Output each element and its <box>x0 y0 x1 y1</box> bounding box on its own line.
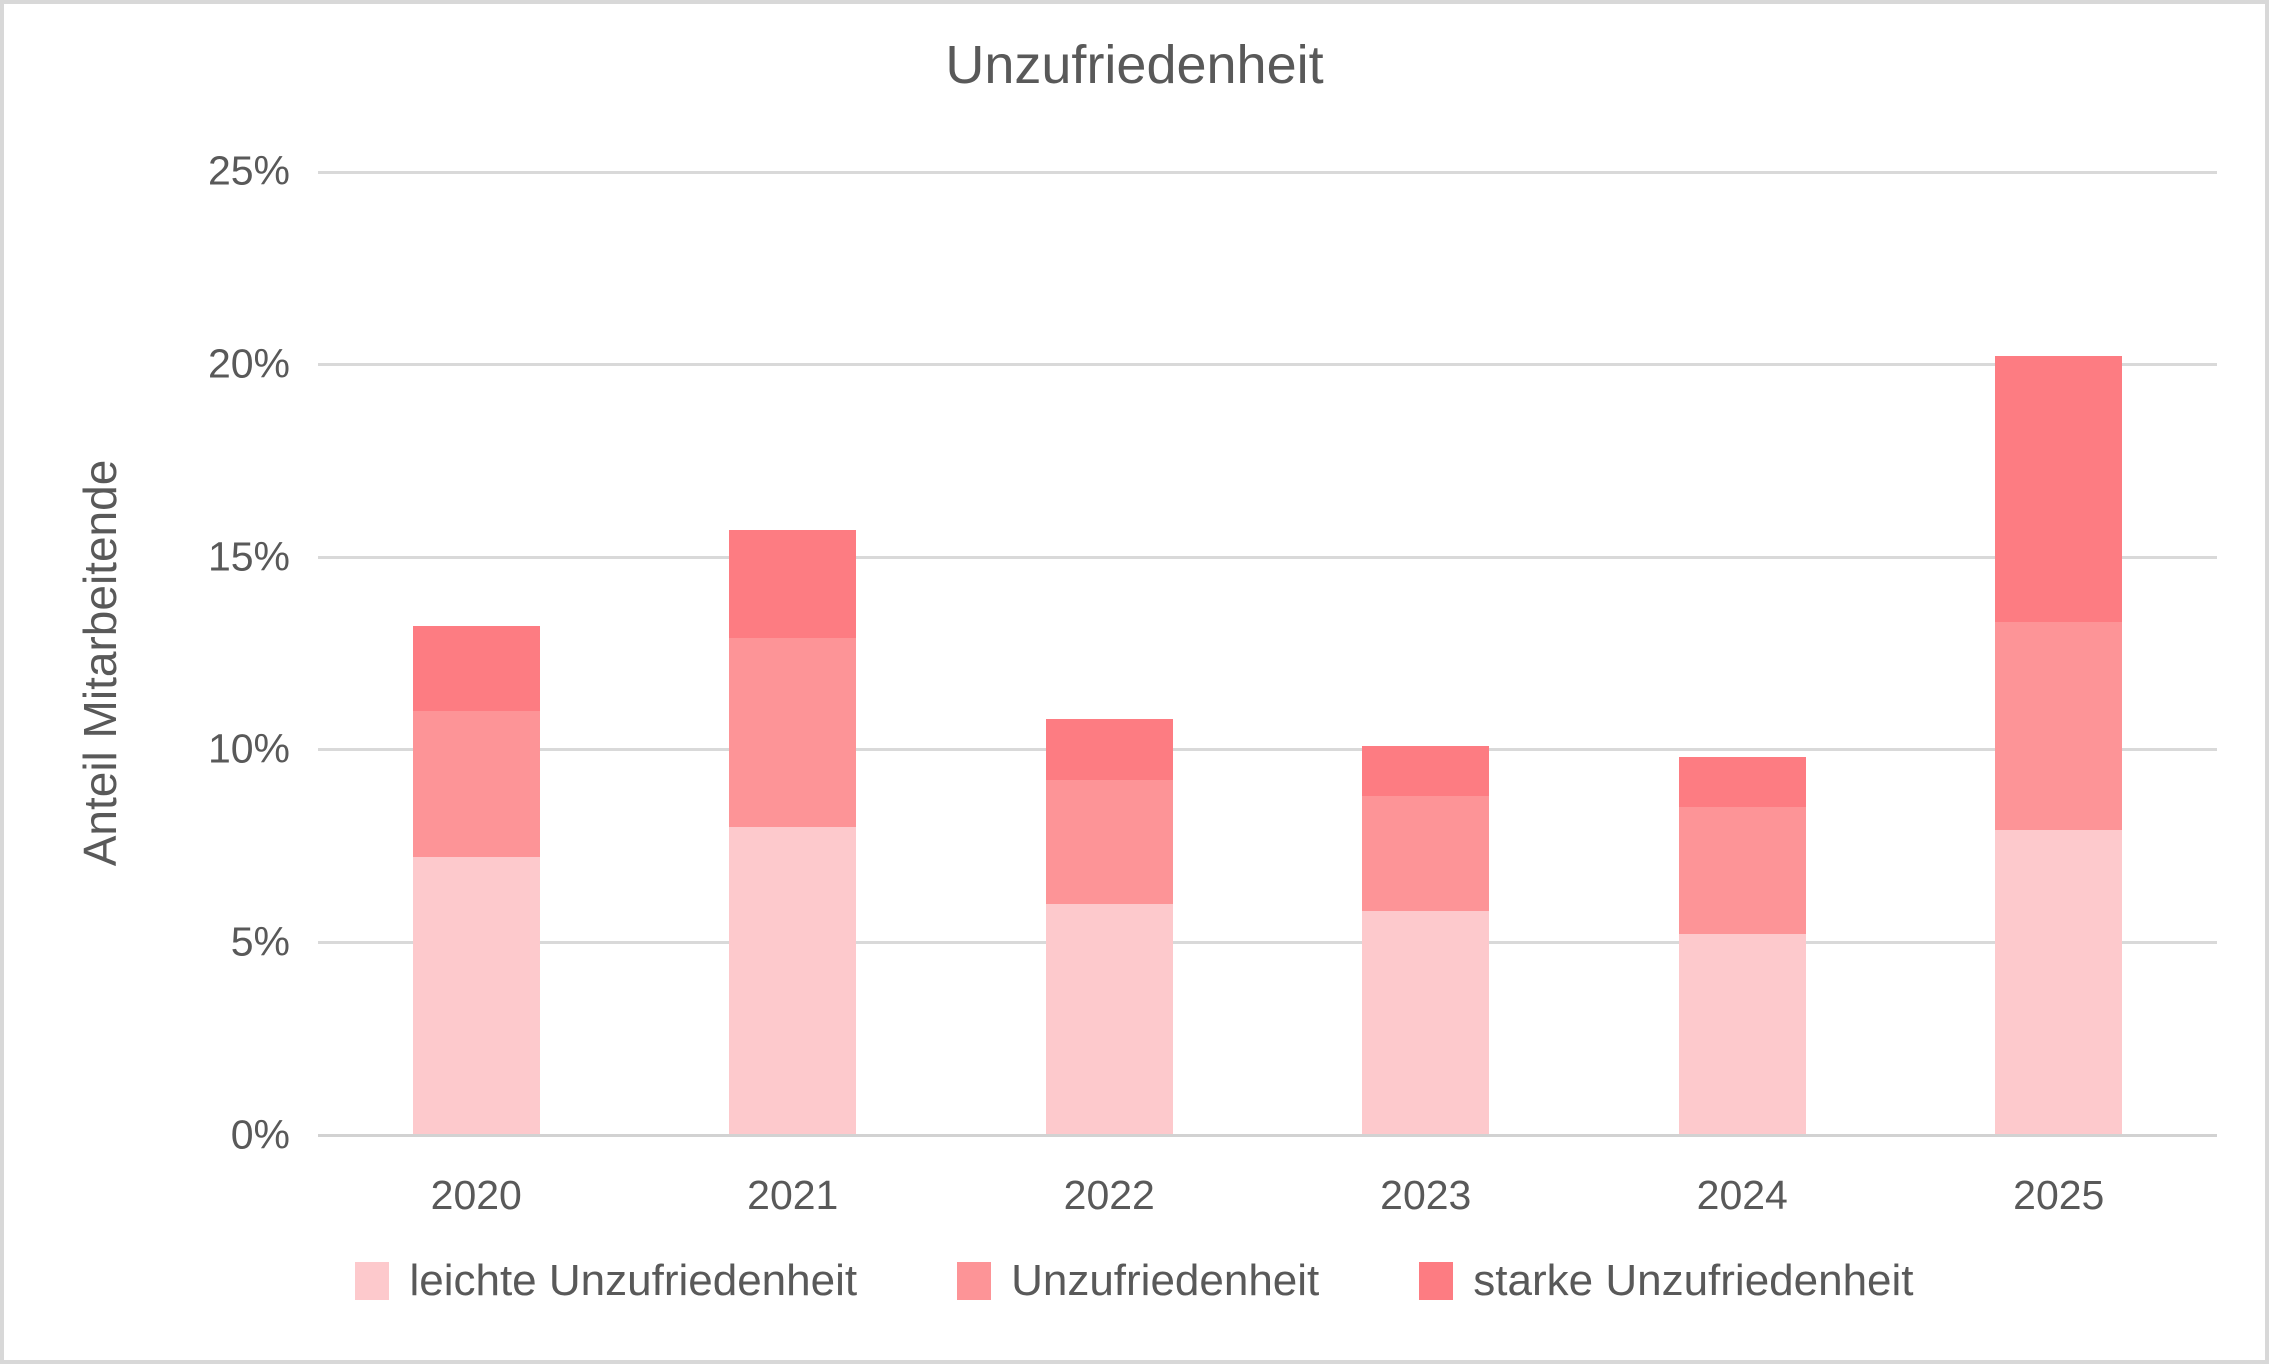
bar-segment <box>1045 903 1173 1135</box>
legend-label: starke Unzufriedenheit <box>1473 1256 1914 1305</box>
y-tick-label: 5% <box>230 918 290 965</box>
bar-segment <box>729 529 857 638</box>
bar-segment <box>412 626 540 711</box>
y-tick-label: 25% <box>207 147 290 194</box>
y-tick-label: 0% <box>230 1111 290 1158</box>
legend-item: leichte Unzufriedenheit <box>355 1256 857 1306</box>
bar-2021 <box>729 529 857 1135</box>
bar-segment <box>1362 745 1490 796</box>
x-tick-label: 2023 <box>1380 1172 1472 1218</box>
x-tick-label: 2022 <box>1063 1172 1155 1218</box>
x-tick-label: 2024 <box>1696 1172 1788 1218</box>
bar-segment <box>412 710 540 858</box>
chart-title: Unzufriedenheit <box>945 35 1324 95</box>
y-tick-label: 10% <box>207 725 290 772</box>
gridline <box>318 171 2217 174</box>
legend-item: starke Unzufriedenheit <box>1419 1256 1914 1306</box>
bar-segment <box>1362 795 1490 912</box>
plot-area <box>318 171 2217 1137</box>
bar-segment <box>1995 356 2123 623</box>
gridline <box>318 362 2217 366</box>
bar-segment <box>729 826 857 1135</box>
bar-segment <box>1362 911 1490 1135</box>
legend-item: Unzufriedenheit <box>957 1256 1319 1306</box>
bar-segment <box>1678 757 1806 808</box>
gridline <box>318 555 2217 559</box>
bar-segment <box>1995 622 2123 831</box>
x-tick-label: 2025 <box>2013 1172 2105 1218</box>
legend-label: leichte Unzufriedenheit <box>409 1256 858 1305</box>
bar-2024 <box>1678 757 1806 1135</box>
gridline <box>318 941 2217 945</box>
legend-swatch-icon <box>355 1262 390 1300</box>
x-axis-line <box>318 1134 2217 1137</box>
x-tick-label: 2021 <box>747 1172 839 1218</box>
bar-2025 <box>1995 356 2123 1135</box>
gridline <box>318 748 2217 752</box>
bar-2022 <box>1045 718 1173 1135</box>
bar-segment <box>1678 934 1806 1135</box>
legend-label: Unzufriedenheit <box>1011 1256 1320 1305</box>
y-tick-label: 20% <box>207 340 290 387</box>
y-tick-label: 15% <box>207 533 290 580</box>
bar-segment <box>729 637 857 827</box>
legend-swatch-icon <box>1419 1262 1454 1300</box>
x-tick-label: 2020 <box>430 1172 522 1218</box>
bar-segment <box>412 857 540 1135</box>
bar-segment <box>1045 780 1173 904</box>
bar-segment <box>1995 830 2123 1135</box>
bar-segment <box>1678 807 1806 935</box>
legend: leichte Unzufriedenheit Unzufriedenheit st… <box>4 1256 2265 1306</box>
bar-2023 <box>1362 745 1490 1135</box>
bar-2020 <box>412 626 540 1135</box>
y-axis-label: Anteil Mitarbeitende <box>74 459 126 867</box>
legend-swatch-icon <box>957 1262 992 1300</box>
bar-segment <box>1045 718 1173 781</box>
